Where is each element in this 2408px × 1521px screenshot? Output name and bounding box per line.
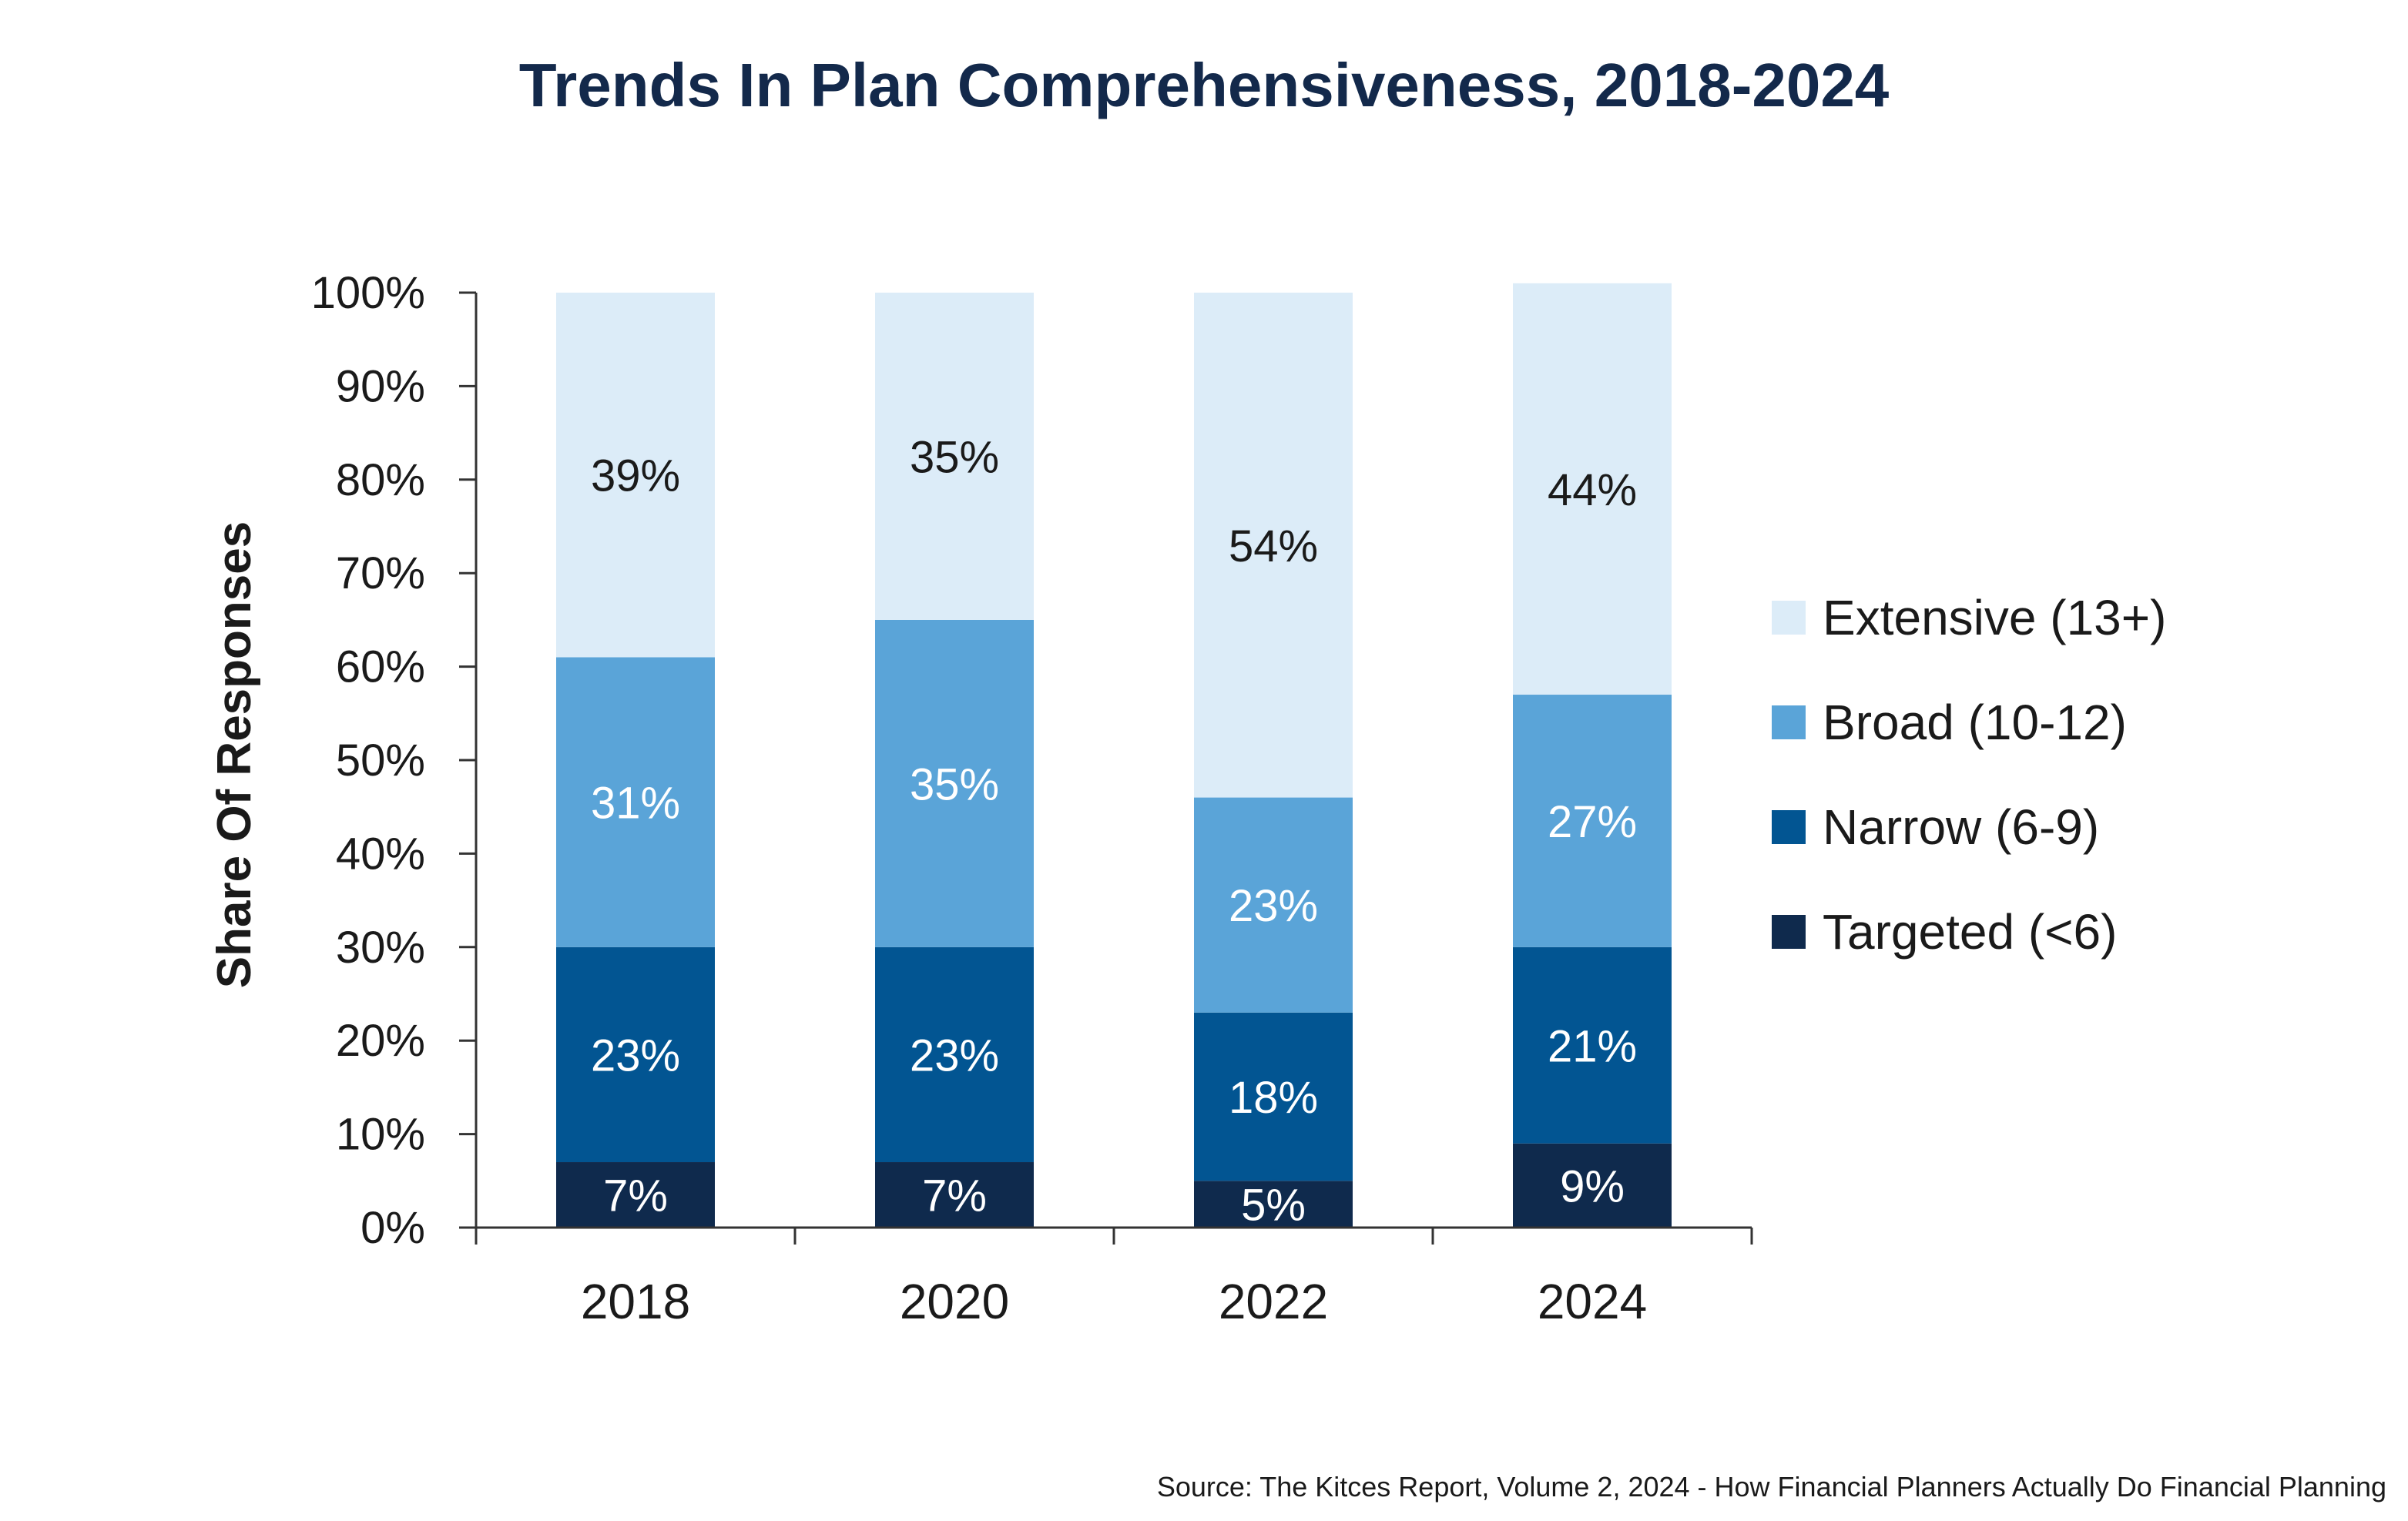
- legend-label: Extensive (13+): [1823, 590, 2166, 645]
- data-label-2018-series-0: 7%: [603, 1171, 668, 1221]
- bar-2018-series-1: [556, 946, 715, 1163]
- x-tick-label: 2020: [900, 1274, 1009, 1329]
- source-note: Source: The Kitces Report, Volume 2, 202…: [1157, 1471, 2386, 1503]
- y-tick-label: 20%: [336, 1016, 425, 1066]
- legend: Extensive (13+) Broad (10-12) Narrow (6-9)…: [1772, 590, 2166, 960]
- chart-title: Trends In Plan Comprehensiveness, 2018-2…: [519, 51, 1890, 119]
- x-tick-label: 2022: [1219, 1274, 1328, 1329]
- bar-2024-series-3: [1513, 283, 1672, 695]
- bars: [556, 283, 1672, 1228]
- data-label-2018-series-1: 23%: [591, 1030, 680, 1080]
- bar-2020-series-0: [875, 1162, 1034, 1228]
- bar-2024-series-0: [1513, 1143, 1672, 1228]
- bar-2022-series-1: [1194, 1012, 1353, 1181]
- y-tick-label: 100%: [311, 268, 425, 318]
- data-label-2024-series-3: 44%: [1548, 465, 1637, 515]
- data-label-2022-series-3: 54%: [1229, 521, 1318, 571]
- bar-2022-series-0: [1194, 1181, 1353, 1228]
- data-label-2022-series-0: 5%: [1241, 1181, 1306, 1231]
- y-tick-label: 0%: [361, 1203, 425, 1253]
- y-tick-label: 10%: [336, 1110, 425, 1160]
- axes: [459, 291, 1753, 1245]
- data-label-2020-series-2: 35%: [910, 759, 999, 809]
- bar-2020-series-2: [875, 619, 1034, 947]
- data-label-2024-series-0: 9%: [1560, 1161, 1625, 1211]
- y-tick-label: 50%: [336, 735, 425, 786]
- data-label-2018-series-3: 39%: [591, 451, 680, 501]
- legend-label: Targeted (<6): [1823, 904, 2117, 960]
- x-tick-label: 2024: [1538, 1274, 1647, 1329]
- data-label-2020-series-0: 7%: [922, 1171, 987, 1221]
- y-tick-label: 60%: [336, 642, 425, 692]
- bar-2018-series-0: [556, 1162, 715, 1228]
- data-label-2020-series-3: 35%: [910, 432, 999, 482]
- bar-2022-series-2: [1194, 797, 1353, 1013]
- legend-swatch: [1772, 915, 1806, 949]
- data-label-2022-series-1: 18%: [1229, 1073, 1318, 1123]
- x-axis-categories: 2018 2020 2022 2024: [581, 1274, 1647, 1329]
- data-label-2024-series-2: 27%: [1548, 797, 1637, 847]
- bar-2018-series-2: [556, 657, 715, 947]
- bar-2018-series-3: [556, 293, 715, 658]
- data-labels: 7% 23% 31% 39% 7% 23% 35% 35% 5% 18% 23% 54% 9% 21% 27…: [591, 432, 1637, 1230]
- legend-swatch: [1772, 810, 1806, 844]
- data-label-2022-series-2: 23%: [1229, 881, 1318, 931]
- bar-2024-series-2: [1513, 695, 1672, 947]
- y-tick-label: 70%: [336, 548, 425, 598]
- bar-2024-series-1: [1513, 946, 1672, 1144]
- bar-2020-series-1: [875, 946, 1034, 1163]
- y-tick-label: 30%: [336, 923, 425, 973]
- x-tick-label: 2018: [581, 1274, 690, 1329]
- data-label-2024-series-1: 21%: [1548, 1021, 1637, 1071]
- legend-label: Narrow (6-9): [1823, 799, 2099, 855]
- y-axis-label: Share Of Responses: [208, 521, 261, 988]
- data-label-2020-series-1: 23%: [910, 1030, 999, 1080]
- legend-label: Broad (10-12): [1823, 695, 2127, 750]
- y-axis-ticks: 0% 10% 20% 30% 40% 50% 60% 70% 80% 90% 100%: [311, 268, 425, 1253]
- bar-2020-series-3: [875, 293, 1034, 620]
- bar-2022-series-3: [1194, 293, 1353, 798]
- legend-swatch: [1772, 705, 1806, 739]
- y-tick-label: 40%: [336, 829, 425, 879]
- y-tick-label: 80%: [336, 455, 425, 505]
- data-label-2018-series-2: 31%: [591, 779, 680, 829]
- legend-swatch: [1772, 601, 1806, 635]
- y-tick-label: 90%: [336, 361, 425, 411]
